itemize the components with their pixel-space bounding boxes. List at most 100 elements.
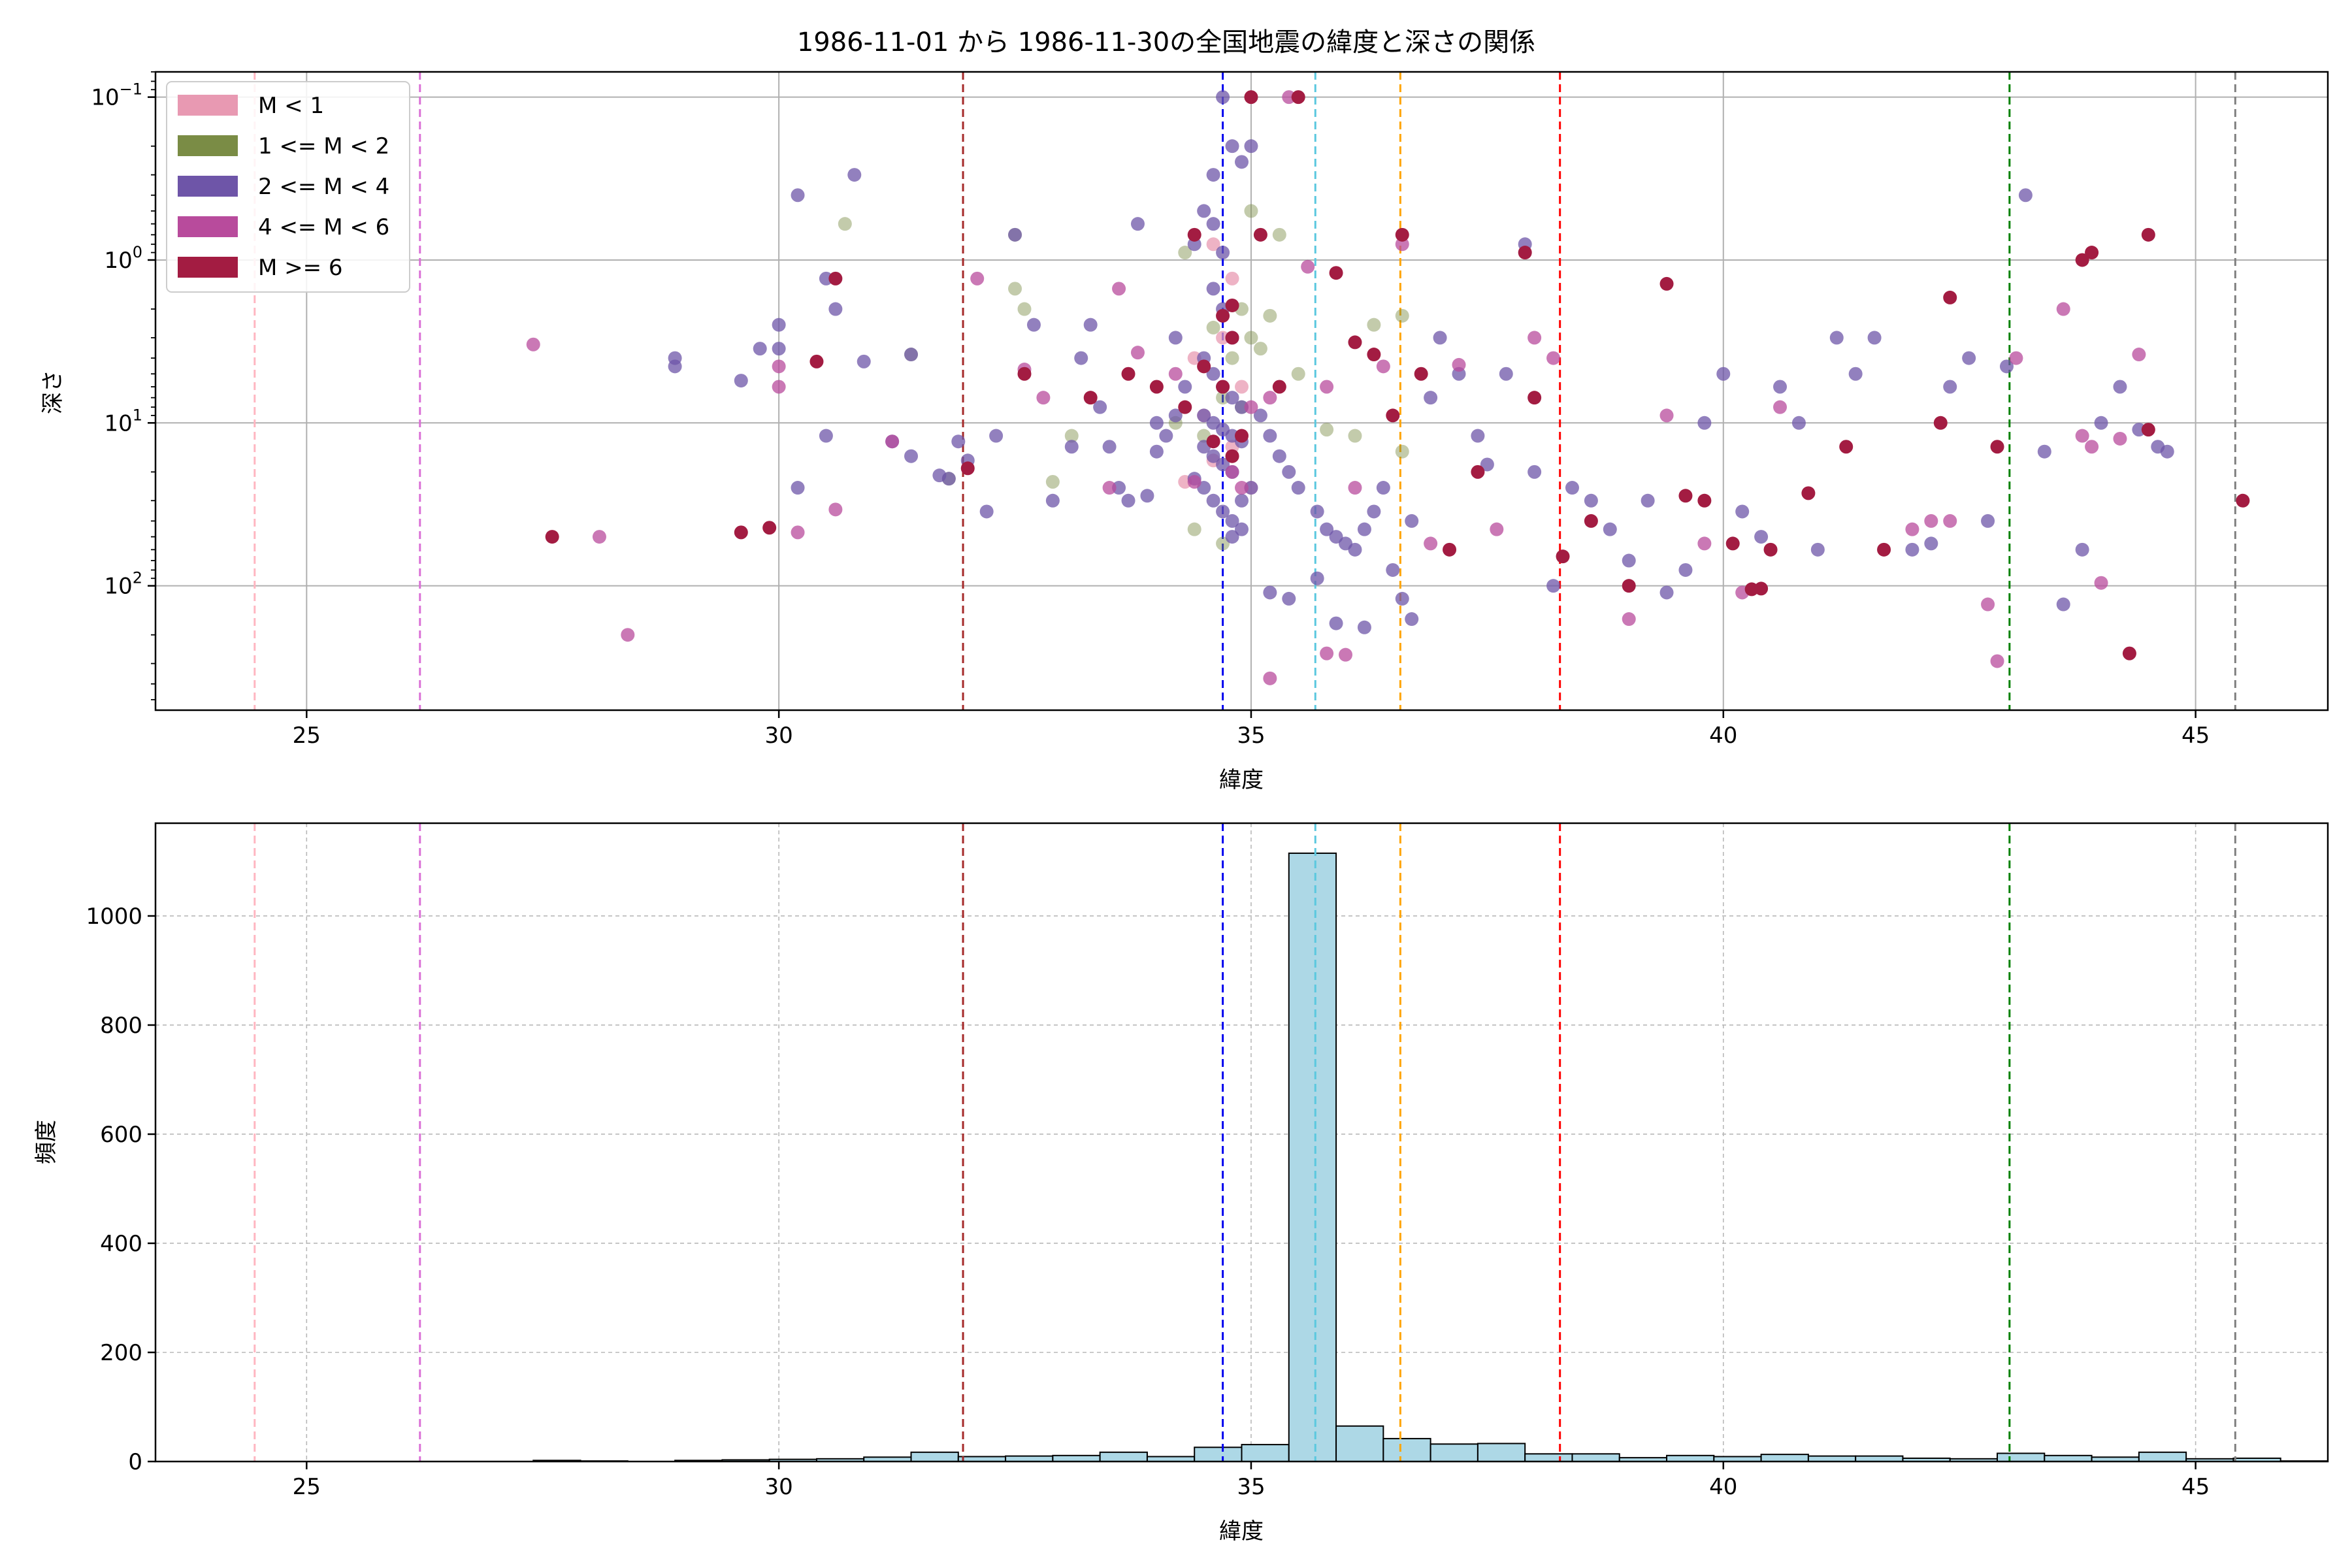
histogram-reference-lines bbox=[253, 823, 2236, 1462]
scatter-point bbox=[838, 217, 852, 231]
scatter-point bbox=[1924, 536, 1938, 551]
scatter-point bbox=[2113, 380, 2127, 394]
scatter-point bbox=[1933, 416, 1948, 430]
legend-label: 4 <= M < 6 bbox=[258, 214, 389, 240]
scatter-point bbox=[1121, 367, 1135, 381]
legend-swatch bbox=[178, 176, 238, 197]
scatter-point bbox=[1225, 514, 1239, 528]
scatter-point bbox=[1310, 504, 1324, 519]
histogram-bar bbox=[1571, 1453, 1620, 1462]
scatter-point bbox=[1348, 335, 1362, 350]
scatter-point bbox=[1282, 465, 1296, 479]
scatter-point bbox=[1443, 542, 1457, 557]
scatter-point bbox=[904, 348, 919, 362]
scatter-point bbox=[791, 525, 805, 540]
scatter-point bbox=[1659, 408, 1674, 423]
scatter-point bbox=[762, 521, 777, 535]
scatter-point bbox=[1187, 474, 1201, 489]
scatter-point bbox=[1518, 246, 1532, 260]
scatter-point bbox=[1499, 367, 1513, 381]
histogram-y-tick-label: 0 bbox=[128, 1449, 142, 1475]
scatter-point bbox=[1546, 351, 1561, 365]
scatter-point bbox=[1829, 331, 1844, 345]
scatter-point bbox=[1348, 542, 1362, 557]
scatter-point bbox=[2085, 246, 2099, 260]
histogram-y-tick-label: 800 bbox=[100, 1013, 142, 1039]
scatter-point bbox=[1244, 331, 1258, 345]
legend-label: 2 <= M < 4 bbox=[258, 174, 389, 200]
scatter-point bbox=[1045, 474, 1060, 489]
scatter-point bbox=[1064, 429, 1079, 443]
scatter-point bbox=[1225, 351, 1239, 365]
scatter-point bbox=[1225, 530, 1239, 544]
scatter-point bbox=[828, 502, 843, 517]
scatter-point bbox=[1112, 282, 1126, 296]
scatter-point bbox=[1206, 320, 1220, 335]
scatter-point bbox=[1216, 308, 1230, 323]
scatter-point bbox=[2141, 227, 2155, 242]
scatter-point bbox=[1149, 380, 1164, 394]
scatter-point bbox=[1272, 227, 1286, 242]
scatter-point bbox=[1291, 367, 1305, 381]
scatter-point bbox=[1168, 367, 1183, 381]
scatter-point bbox=[828, 302, 843, 316]
scatter-x-axis-label: 緯度 bbox=[1219, 767, 1264, 793]
histogram-bar bbox=[1382, 1437, 1431, 1463]
scatter-point bbox=[2056, 597, 2070, 612]
scatter-point bbox=[2075, 429, 2089, 443]
scatter-point bbox=[1329, 266, 1343, 280]
scatter-point bbox=[1386, 563, 1400, 577]
scatter-point bbox=[1791, 416, 1806, 430]
scatter-point bbox=[1225, 139, 1239, 154]
scatter-point bbox=[1339, 647, 1353, 662]
scatter-point bbox=[526, 337, 540, 351]
scatter-point bbox=[1490, 522, 1504, 536]
scatter-point bbox=[1017, 302, 1032, 316]
scatter-point bbox=[1367, 504, 1381, 519]
scatter-point bbox=[1773, 400, 1788, 414]
scatter-point bbox=[734, 374, 748, 388]
scatter-point bbox=[1112, 481, 1126, 495]
scatter-point bbox=[1253, 408, 1267, 423]
scatter-point bbox=[668, 359, 682, 374]
histogram-bar bbox=[1005, 1455, 1054, 1463]
scatter-point bbox=[1206, 493, 1220, 508]
scatter-point bbox=[1981, 514, 1995, 528]
scatter-point bbox=[2141, 423, 2155, 437]
scatter-point bbox=[1376, 481, 1390, 495]
scatter-point bbox=[1197, 408, 1211, 423]
scatter-point bbox=[1357, 522, 1371, 536]
scatter-points bbox=[526, 90, 2250, 685]
histogram-bar bbox=[1477, 1443, 1526, 1463]
scatter-point bbox=[1216, 331, 1230, 345]
scatter-point bbox=[1244, 90, 1258, 105]
scatter-point bbox=[2037, 444, 2051, 459]
scatter-point bbox=[2122, 646, 2136, 661]
scatter-point bbox=[1064, 440, 1079, 454]
scatter-point bbox=[1149, 444, 1164, 459]
histogram-y-tick-label: 1000 bbox=[86, 904, 142, 930]
scatter-point bbox=[1556, 549, 1570, 564]
scatter-point bbox=[1102, 440, 1117, 454]
scatter-point bbox=[1263, 429, 1277, 443]
scatter-point bbox=[1244, 481, 1258, 495]
scatter-point bbox=[1659, 585, 1674, 600]
histogram-y-axis-label: 頻度 bbox=[33, 1120, 59, 1164]
scatter-point bbox=[1527, 465, 1542, 479]
scatter-point bbox=[1272, 380, 1286, 394]
scatter-point bbox=[1206, 168, 1220, 182]
scatter-point bbox=[819, 429, 833, 443]
scatter-point bbox=[1584, 493, 1598, 508]
scatter-point bbox=[772, 342, 786, 356]
scatter-point bbox=[1187, 351, 1201, 365]
scatter-point bbox=[1282, 591, 1296, 606]
scatter-point bbox=[960, 461, 975, 476]
scatter-point bbox=[1253, 227, 1267, 242]
scatter-point bbox=[1178, 400, 1192, 414]
scatter-point bbox=[1235, 429, 1249, 443]
scatter-point bbox=[809, 354, 824, 368]
scatter-point bbox=[1697, 416, 1712, 430]
scatter-point bbox=[1527, 391, 1542, 405]
histogram-bar bbox=[1194, 1446, 1243, 1462]
